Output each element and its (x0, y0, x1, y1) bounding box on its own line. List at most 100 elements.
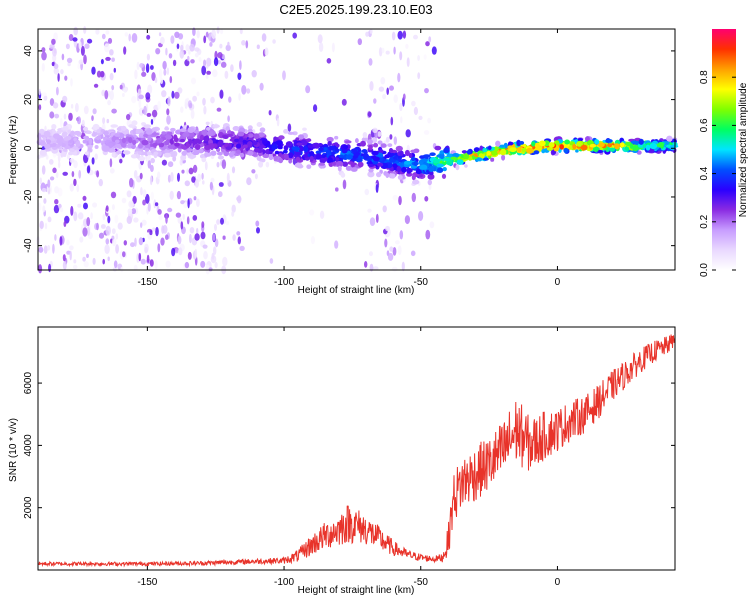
spectrogram-ridge-cell (494, 146, 499, 152)
spectrogram-noise-cell (192, 215, 198, 221)
spectrogram-ridge-cell (517, 146, 522, 153)
spectrogram-noise-cell (102, 213, 106, 221)
spectrogram-ridge-cell (132, 139, 137, 146)
spectrogram-noise-cell (174, 91, 180, 99)
spectrogram-noise-cell (189, 102, 193, 109)
spectrogram-noise-cell (147, 202, 151, 212)
spectrogram-noise-cell (342, 179, 347, 190)
spectrogram-noise-cell (194, 47, 200, 52)
spectrogram-ridge-cell (275, 140, 283, 146)
spectrogram-noise-cell (335, 187, 339, 192)
spectrogram-noise-cell (77, 203, 82, 208)
spectrogram-noise-cell (49, 44, 55, 49)
spectrogram-noise-cell (411, 192, 416, 203)
spectrogram-noise-cell (205, 74, 209, 79)
spectrogram-noise-cell (245, 40, 249, 49)
spectrogram-noise-cell (63, 221, 67, 227)
spectrogram-noise-cell (66, 57, 73, 64)
spectrogram-ridge-cell (456, 159, 464, 165)
spectrogram-noise-cell (142, 189, 147, 198)
spectrogram-noise-cell (142, 199, 147, 206)
spectrogram-ridge-cell (436, 163, 444, 168)
spectrogram-ridge-cell (396, 166, 402, 173)
spectrogram-noise-cell (231, 210, 235, 217)
spectrogram-ridge-cell (50, 142, 58, 147)
spectrogram-ridge-cell (131, 120, 138, 126)
spectrogram-ridge-cell (327, 141, 332, 146)
spectrogram-noise-cell (51, 61, 55, 67)
spectrogram-noise-cell (129, 177, 134, 188)
spectrogram-ridge-cell (144, 148, 150, 152)
spectrogram-noise-cell (239, 245, 245, 251)
spectrogram-noise-cell (90, 212, 93, 220)
spectrogram-noise-cell (203, 251, 208, 260)
spectrogram-noise-cell (87, 38, 93, 44)
spectrogram-noise-cell (191, 176, 196, 183)
spectrogram-ridge-cell (198, 148, 204, 154)
spectrogram-noise-cell (43, 245, 48, 254)
spectrogram-noise-cell (160, 237, 165, 246)
spectrogram-ridge-cell (137, 151, 142, 155)
spectrogram-ridge-cell (620, 142, 625, 148)
spectrogram-noise-cell (104, 244, 110, 255)
spectrogram-noise-cell (237, 195, 242, 204)
spectrogram-ridge-cell (238, 136, 244, 143)
spectrogram-ridge-cell (427, 173, 435, 180)
spectrogram-noise-cell (98, 178, 104, 187)
spectrogram-ridge-cell (39, 149, 47, 156)
spectrogram-ridge-cell (427, 179, 432, 186)
colorbar-tick-label: 0.2 (699, 214, 710, 228)
spectrogram-ridge-cell (372, 161, 379, 165)
spectrogram-noise-cell (165, 47, 168, 56)
spectrogram-ridge-cell (393, 156, 398, 160)
spectrogram-ridge-cell (223, 135, 229, 139)
spectrogram-noise-cell (73, 160, 78, 169)
spectrogram-noise-cell (138, 252, 142, 262)
spectrogram-noise-cell (251, 169, 256, 174)
spectrogram-ridge-cell (669, 144, 676, 151)
spectrogram-noise-cell (209, 181, 213, 191)
spectrogram-y-axis-label: Frequency (Hz) (8, 116, 19, 185)
spectrogram-noise-cell (107, 215, 111, 224)
spectrogram-noise-cell (393, 94, 398, 103)
spectrogram-ridge-cell (334, 142, 339, 146)
spectrogram-noise-cell (136, 92, 140, 102)
spectrogram-noise-cell (141, 219, 147, 226)
spectrogram-ridge-cell (531, 141, 536, 147)
spectrogram-noise-cell (194, 52, 199, 58)
spectrogram-ridge-cell (64, 145, 71, 150)
spectrogram-noise-cell (259, 82, 264, 91)
spectrogram-noise-cell (186, 168, 189, 175)
spectrogram-noise-cell (62, 171, 68, 176)
spectrogram-noise-cell (159, 68, 163, 79)
spectrogram-ridge-cell (297, 145, 305, 152)
x-tick-label: 0 (555, 577, 561, 588)
spectrogram-ridge-cell (40, 140, 46, 146)
spectrogram-noise-cell (51, 38, 56, 45)
spectrogram-ridge-cell (638, 138, 644, 145)
spectrogram-noise-cell (417, 72, 421, 80)
spectrogram-noise-cell (197, 173, 202, 182)
spectrogram-noise-cell (66, 239, 70, 246)
spectrogram-noise-cell (389, 85, 394, 91)
spectrogram-noise-cell (49, 176, 55, 181)
spectrogram-ridge-cell (368, 144, 373, 151)
spectrogram-ridge-cell (390, 173, 396, 179)
spectrogram-ridge-cell (147, 135, 152, 142)
spectrogram-noise-cell (167, 174, 171, 183)
spectrogram-ridge-cell (170, 127, 176, 132)
spectrogram-noise-cell (43, 95, 48, 101)
spectrogram-ridge-cell (62, 148, 68, 152)
spectrogram-noise-cell (384, 238, 388, 248)
spectrogram-noise-cell (167, 207, 173, 213)
spectrogram-noise-cell (157, 243, 161, 253)
spectrogram-noise-cell (70, 103, 74, 109)
spectrogram-noise-cell (184, 261, 190, 269)
spectrogram-noise-cell (310, 236, 315, 245)
spectrogram-ridge-cell (406, 172, 413, 177)
spectrogram-noise-cell (177, 216, 183, 224)
spectrogram-ridge-cell (372, 156, 380, 162)
spectrogram-noise-cell (377, 131, 382, 137)
spectrogram-ridge-cell (319, 157, 327, 164)
spectrogram-noise-cell (424, 196, 429, 202)
